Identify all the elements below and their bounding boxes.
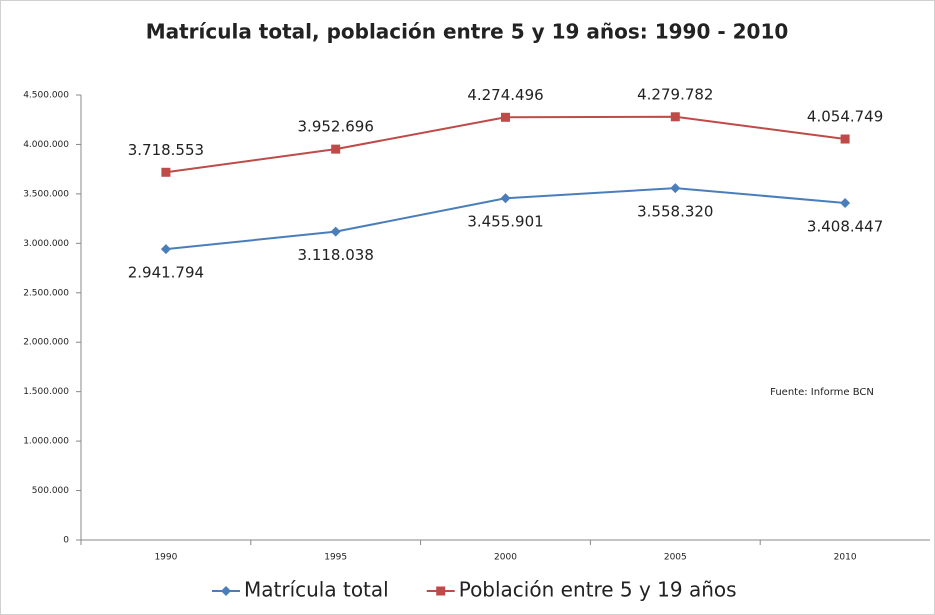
x-tick-label: 2005 [664,553,687,563]
x-tick-label: 2000 [494,553,517,563]
marker [670,183,681,194]
marker [500,193,511,204]
data-label: 2.941.794 [128,264,204,282]
y-tick-label: 3.000.000 [23,239,69,249]
y-tick-label: 2.500.000 [23,288,69,298]
data-label: 4.274.496 [467,86,543,104]
x-tick-label: 1990 [154,553,177,563]
y-tick-label: 2.000.000 [23,338,69,348]
marker [436,586,446,596]
y-tick-label: 4.500.000 [23,91,69,101]
legend-label: Matrícula total [244,578,389,602]
marker [670,112,680,122]
data-label: 4.054.749 [807,108,883,126]
data-label: 3.118.038 [298,246,374,264]
legend-label: Población entre 5 y 19 años [459,578,737,602]
y-tick-label: 500.000 [32,486,69,496]
y-tick-label: 0 [63,536,69,546]
marker [840,197,851,208]
data-label: 4.279.782 [637,85,713,103]
marker [330,226,341,237]
data-label: 3.558.320 [637,203,713,221]
marker [331,144,341,154]
y-tick-label: 3.500.000 [23,189,69,199]
annotation: Fuente: Informe BCN [770,387,874,398]
data-label: 3.952.696 [298,118,374,136]
marker [840,134,850,144]
y-tick-label: 1.500.000 [23,387,69,397]
y-tick-label: 1.000.000 [23,437,69,447]
chart-title: Matrícula total, población entre 5 y 19 … [146,20,789,44]
x-tick-label: 2010 [834,553,857,563]
marker [501,112,510,122]
data-label: 3.718.553 [128,141,204,159]
marker [221,586,231,596]
marker [160,244,171,255]
x-tick-label: 1995 [324,553,347,563]
y-tick-label: 4.000.000 [23,140,69,150]
data-label: 3.455.901 [467,213,543,231]
data-label: 3.408.447 [807,217,883,235]
marker [161,167,171,177]
